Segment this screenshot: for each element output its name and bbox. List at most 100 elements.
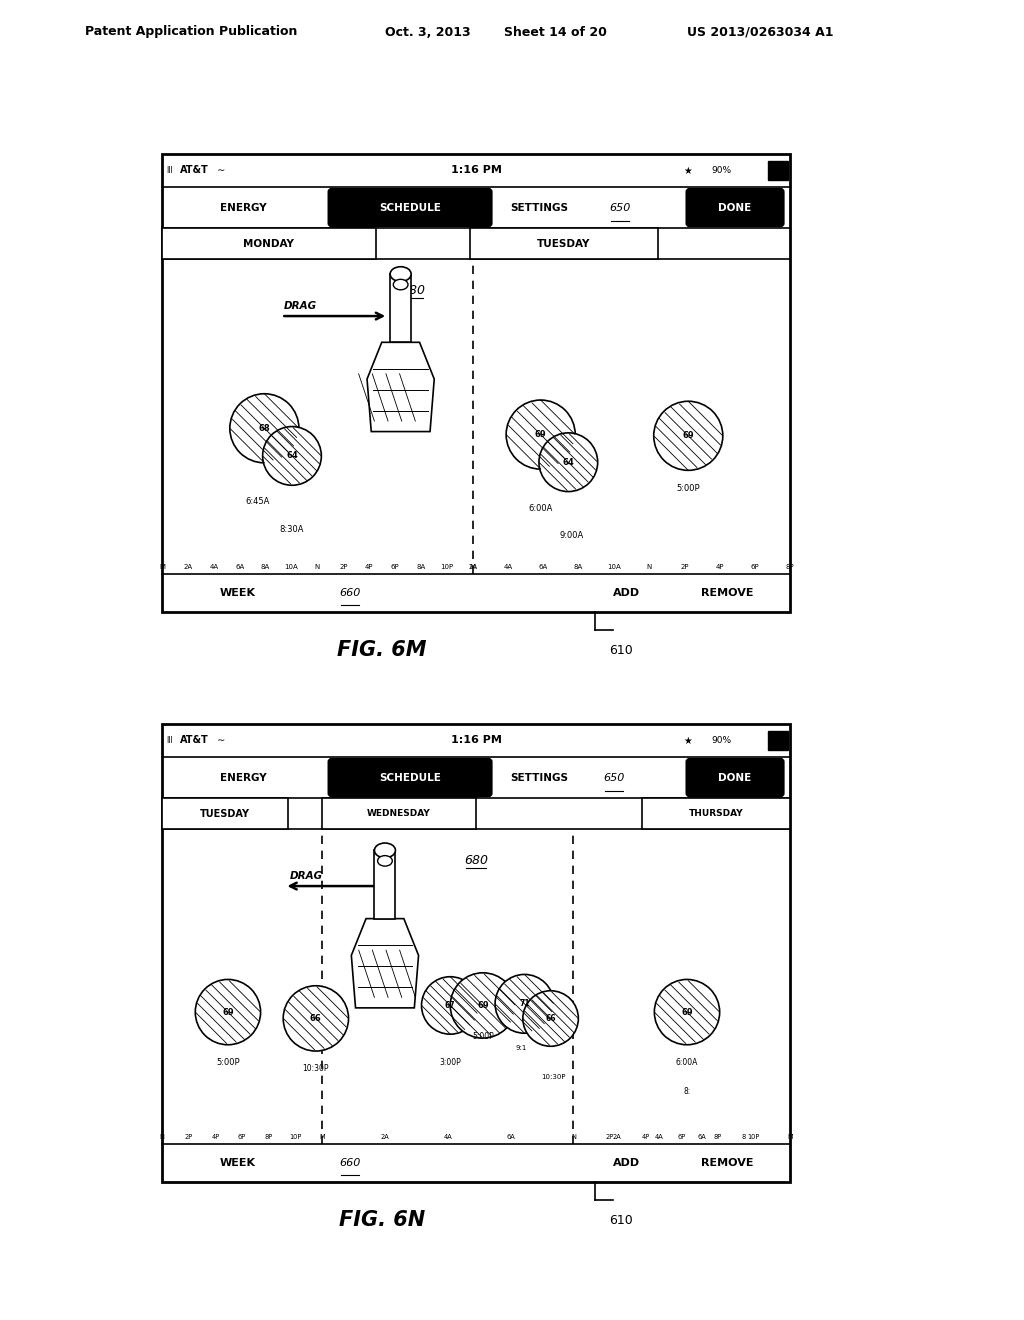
Polygon shape — [351, 919, 419, 1008]
Text: SETTINGS: SETTINGS — [510, 772, 567, 783]
Circle shape — [196, 979, 260, 1044]
Text: DRAG: DRAG — [284, 301, 316, 312]
Ellipse shape — [393, 280, 408, 290]
Circle shape — [653, 401, 723, 470]
Text: 4P: 4P — [211, 1134, 219, 1140]
Text: 660: 660 — [340, 1158, 361, 1168]
Text: 4A: 4A — [504, 565, 513, 570]
Circle shape — [262, 426, 322, 486]
Text: 71: 71 — [519, 999, 529, 1008]
Text: REMOVE: REMOVE — [701, 589, 754, 598]
Text: 68: 68 — [258, 424, 270, 433]
Circle shape — [284, 986, 348, 1051]
Text: 610: 610 — [609, 644, 633, 656]
Text: 10:30P: 10:30P — [542, 1074, 566, 1080]
Text: 6A: 6A — [539, 565, 548, 570]
FancyBboxPatch shape — [642, 799, 790, 829]
Text: WEEK: WEEK — [219, 589, 255, 598]
Text: M: M — [787, 1134, 793, 1140]
Text: 2P: 2P — [184, 1134, 193, 1140]
FancyBboxPatch shape — [329, 759, 492, 796]
Text: ★: ★ — [683, 165, 692, 176]
Circle shape — [506, 400, 575, 469]
Ellipse shape — [378, 855, 392, 866]
Text: 3:00P: 3:00P — [439, 1057, 461, 1067]
Text: 5:00P: 5:00P — [677, 484, 700, 494]
Text: 64: 64 — [286, 451, 298, 461]
Text: 4A: 4A — [655, 1134, 664, 1140]
FancyBboxPatch shape — [686, 759, 783, 796]
Polygon shape — [375, 850, 395, 919]
Text: 10A: 10A — [285, 565, 298, 570]
FancyBboxPatch shape — [470, 228, 658, 259]
Text: 6P: 6P — [238, 1134, 246, 1140]
Text: MONDAY: MONDAY — [244, 239, 294, 248]
Text: 10A: 10A — [607, 565, 621, 570]
Text: SCHEDULE: SCHEDULE — [379, 202, 441, 213]
Text: 6A: 6A — [236, 565, 245, 570]
Text: 8P: 8P — [785, 565, 795, 570]
Text: lll: lll — [166, 737, 173, 744]
FancyBboxPatch shape — [768, 161, 788, 181]
Text: 90%: 90% — [712, 737, 731, 744]
Text: WEDNESDAY: WEDNESDAY — [368, 809, 431, 818]
Text: ENERGY: ENERGY — [220, 772, 267, 783]
Text: 4P: 4P — [365, 565, 374, 570]
Text: TUESDAY: TUESDAY — [200, 809, 250, 818]
Text: 6:00A: 6:00A — [528, 504, 553, 512]
Text: 4P: 4P — [716, 565, 724, 570]
Text: N: N — [571, 1134, 575, 1140]
Text: 6A: 6A — [506, 1134, 515, 1140]
Text: 90%: 90% — [712, 166, 731, 176]
Text: 610: 610 — [609, 1213, 633, 1226]
Text: 2P: 2P — [339, 565, 347, 570]
Text: US 2013/0263034 A1: US 2013/0263034 A1 — [687, 25, 834, 38]
Text: 2A: 2A — [381, 1134, 389, 1140]
Text: 8:: 8: — [683, 1088, 690, 1096]
Text: WEEK: WEEK — [219, 1158, 255, 1168]
Text: ∼: ∼ — [214, 735, 225, 746]
Text: 6P: 6P — [391, 565, 399, 570]
Text: 67: 67 — [445, 1001, 456, 1010]
Text: REMOVE: REMOVE — [701, 1158, 754, 1168]
Text: ADD: ADD — [613, 589, 640, 598]
Text: 2A: 2A — [613, 1134, 622, 1140]
Text: ∼: ∼ — [214, 165, 225, 176]
Text: SCHEDULE: SCHEDULE — [379, 772, 441, 783]
Text: 69: 69 — [682, 432, 694, 441]
Text: 6A: 6A — [697, 1134, 706, 1140]
Text: 10P: 10P — [748, 1134, 760, 1140]
Text: AT&T: AT&T — [180, 735, 209, 746]
Text: Oct. 3, 2013: Oct. 3, 2013 — [385, 25, 471, 38]
Text: 680: 680 — [464, 854, 488, 867]
Text: 4P: 4P — [641, 1134, 649, 1140]
Text: M: M — [159, 565, 165, 570]
Circle shape — [539, 433, 598, 491]
Text: 1:16 PM: 1:16 PM — [451, 735, 502, 746]
Polygon shape — [390, 275, 412, 342]
Circle shape — [422, 977, 479, 1034]
Text: 66: 66 — [546, 1014, 556, 1023]
Text: Sheet 14 of 20: Sheet 14 of 20 — [504, 25, 606, 38]
Circle shape — [495, 974, 554, 1034]
Text: 2A: 2A — [468, 565, 477, 570]
Text: 6:00A: 6:00A — [676, 1057, 698, 1067]
Text: M: M — [319, 1134, 325, 1140]
FancyBboxPatch shape — [162, 799, 288, 829]
Text: TUESDAY: TUESDAY — [538, 239, 591, 248]
Circle shape — [654, 979, 720, 1044]
Text: 8A: 8A — [417, 565, 426, 570]
FancyBboxPatch shape — [323, 799, 476, 829]
Text: lll: lll — [166, 166, 173, 176]
Text: 10:30P: 10:30P — [303, 1064, 329, 1073]
Circle shape — [451, 973, 515, 1038]
Text: 10P: 10P — [289, 1134, 302, 1140]
Ellipse shape — [375, 843, 395, 858]
Text: 8A: 8A — [573, 565, 584, 570]
Text: FIG. 6N: FIG. 6N — [339, 1210, 425, 1230]
FancyBboxPatch shape — [162, 154, 790, 612]
Text: 69: 69 — [681, 1007, 693, 1016]
Text: 10P: 10P — [440, 565, 454, 570]
Text: 2A: 2A — [183, 565, 193, 570]
FancyBboxPatch shape — [329, 189, 492, 226]
